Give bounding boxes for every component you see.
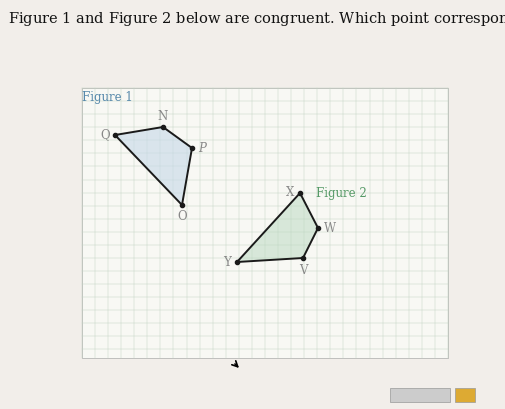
Text: N: N [158, 110, 168, 124]
Polygon shape [236, 193, 317, 262]
Text: Y: Y [223, 256, 230, 268]
Text: X: X [285, 187, 293, 200]
Text: Q: Q [100, 128, 110, 142]
Text: W: W [323, 222, 335, 234]
Text: Figure 1: Figure 1 [82, 90, 132, 103]
Text: P: P [197, 142, 206, 155]
Polygon shape [115, 127, 191, 205]
Text: Figure 2: Figure 2 [316, 187, 366, 200]
Bar [389, 388, 449, 402]
Text: Figure 1 and Figure 2 below are congruent. Which point corresponds to point $P$?: Figure 1 and Figure 2 below are congruen… [8, 9, 505, 27]
Bar [454, 388, 474, 402]
Text: V: V [298, 263, 307, 276]
Text: O: O [177, 211, 186, 223]
Bar [82, 88, 447, 358]
